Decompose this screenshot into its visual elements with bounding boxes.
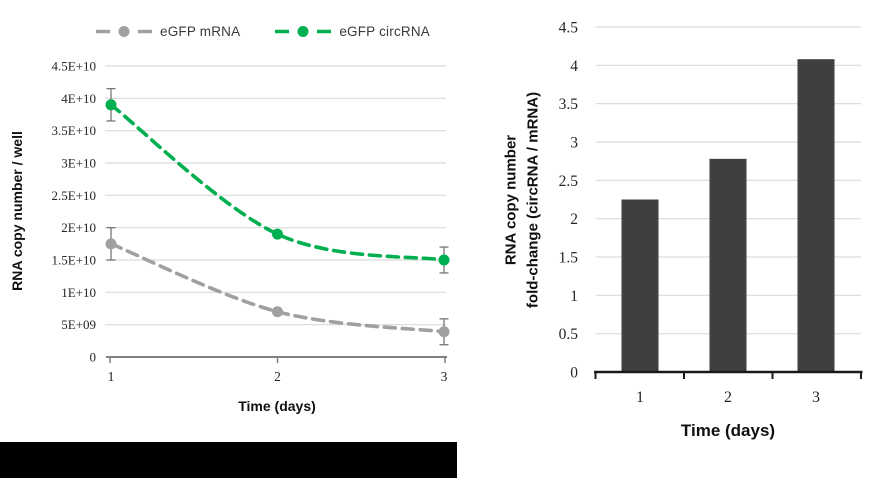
y-tick-label: 1 (570, 288, 578, 305)
y-tick-label: 2 (570, 211, 578, 228)
line-chart-x-axis-title: Time (days) (238, 398, 316, 414)
x-tick-label: 3 (441, 369, 448, 384)
data-point (272, 306, 283, 318)
data-point (438, 254, 450, 266)
y-tick-label: 5E+09 (61, 317, 96, 332)
y-tick-label: 4 (570, 58, 578, 75)
legend-label-egfp-circrna: eGFP circRNA (339, 23, 430, 39)
bar-day-1 (621, 199, 659, 372)
y-tick-label: 3.5 (559, 96, 579, 113)
y-tick-label: 3.5E+10 (51, 123, 96, 138)
line-chart: 0 5E+09 1E+10 1.5E+10 2E+10 2.5E+10 3E+10 3.5E+… (51, 59, 450, 384)
x-tick-label: 3 (812, 389, 820, 406)
x-tick-label: 1 (636, 389, 644, 406)
y-tick-label: 4.5 (559, 20, 579, 37)
y-tick-label: 4E+10 (61, 91, 96, 106)
data-point (438, 326, 450, 338)
y-tick-label: 3 (570, 135, 578, 152)
y-tick-label: 1E+10 (61, 285, 96, 300)
data-point (105, 238, 117, 250)
dash-dot-dash-marker-icon (275, 25, 332, 37)
y-tick-label: 3E+10 (61, 156, 96, 171)
bar-chart: 0 0.5 1 1.5 2 2.5 3 3.5 4 4.5 1 2 3 (559, 20, 863, 406)
x-tick-label: 2 (274, 369, 281, 384)
y-tick-label: 0 (90, 350, 97, 365)
y-tick-label: 2.5 (559, 173, 579, 190)
x-tick-label: 1 (108, 369, 115, 384)
dash-dot-dash-marker-icon (96, 25, 152, 37)
legend-label-egfp-mrna: eGFP mRNA (160, 23, 241, 39)
y-tick-label: 2E+10 (61, 220, 96, 235)
legend-item-egfp-mrna: eGFP mRNA (95, 24, 240, 39)
legend-item-egfp-circrna: eGFP circRNA (274, 24, 430, 39)
data-point (272, 228, 283, 240)
x-tick-label: 2 (724, 389, 732, 406)
y-tick-label: 1.5E+10 (51, 253, 96, 268)
y-tick-label: 4.5E+10 (51, 59, 96, 74)
data-point (105, 99, 117, 111)
y-tick-label: 0 (570, 365, 578, 382)
bar-day-3 (797, 59, 835, 372)
bar-chart-x-axis-title: Time (days) (680, 421, 776, 440)
bar-day-2 (709, 158, 747, 372)
chart-legend: eGFP mRNA eGFP circRNA (40, 16, 485, 46)
y-tick-label: 0.5 (559, 326, 579, 343)
y-tick-label: 1.5 (559, 250, 579, 267)
y-tick-label: 2.5E+10 (51, 188, 96, 203)
redacted-caption-bar (0, 442, 457, 478)
